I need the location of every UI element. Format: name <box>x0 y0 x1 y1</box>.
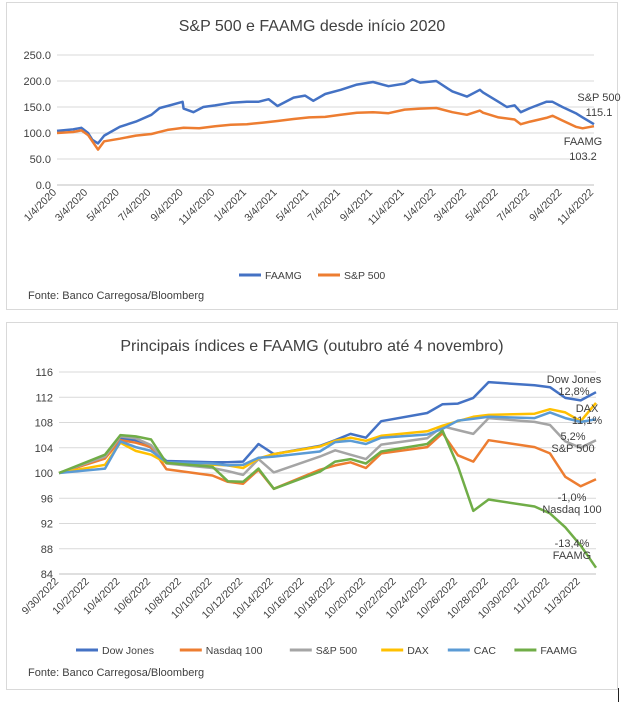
series-line-faamg <box>56 78 595 145</box>
legend-label: S&P 500 <box>316 645 357 657</box>
series-annotation: -13,4% <box>555 538 590 550</box>
y-tick-label: 200.0 <box>23 76 51 88</box>
legend-label: FAAMG <box>265 270 302 282</box>
x-tick-label: 3/4/2022 <box>432 187 469 224</box>
y-tick-label: 100 <box>35 468 53 480</box>
legend-label: Dow Jones <box>102 645 154 657</box>
y-tick-label: 108 <box>35 418 53 430</box>
chart-source: Fonte: Banco Carregosa/Bloomberg <box>28 667 205 679</box>
series-annotation: 12,8% <box>558 386 589 398</box>
x-tick-label: 3/4/2021 <box>242 187 279 224</box>
series-line-s-p-500 <box>56 106 595 151</box>
x-tick-label: 7/4/2021 <box>306 187 343 224</box>
sp500-faamg-chart-panel: S&P 500 e FAAMG desde início 2020 0.0 50.… <box>6 2 621 310</box>
indices-faamg-chart: 848892961001041081121169/30/202210/2/202… <box>20 367 603 657</box>
y-tick-label: 104 <box>35 443 53 455</box>
end-label: FAAMG <box>564 136 603 148</box>
indices-faamg-chart-panel: Principais índices e FAAMG (outubro até … <box>6 322 618 690</box>
x-tick-label: 5/4/2021 <box>274 187 311 224</box>
y-tick-label: 100.0 <box>23 128 51 140</box>
series-line-s-p-500 <box>58 416 597 477</box>
y-tick-label: 150.0 <box>23 102 51 114</box>
series-annotation: 11,1% <box>572 415 603 427</box>
x-tick-label: 1/4/2021 <box>212 187 249 224</box>
series-annotation: S&P 500 <box>551 443 594 455</box>
legend-label: FAAMG <box>540 645 577 657</box>
x-tick-label: 1/4/2022 <box>401 187 438 224</box>
y-tick-label: 112 <box>35 392 53 404</box>
series-annotation: Dow Jones <box>547 374 602 386</box>
end-label: 103.2 <box>569 151 597 163</box>
chart-title: S&P 500 e FAAMG desde início 2020 <box>178 18 446 35</box>
series-line-dow-jones <box>58 380 597 475</box>
x-tick-label: 7/4/2020 <box>116 187 153 224</box>
series-line-dax <box>58 402 597 475</box>
x-tick-label: 5/4/2022 <box>463 187 500 224</box>
series-line-faamg <box>58 429 598 569</box>
chart-source: Fonte: Banco Carregosa/Bloomberg <box>28 290 205 302</box>
y-tick-label: 96 <box>41 493 53 505</box>
legend-label: S&P 500 <box>344 270 385 282</box>
series-annotation: DAX <box>576 403 599 415</box>
legend-label: Nasdaq 100 <box>206 645 263 657</box>
sp500-faamg-chart: 0.050.0100.0150.0200.0250.01/4/20203/4/2… <box>22 50 621 282</box>
y-tick-label: 50.0 <box>30 154 51 166</box>
series-annotation: -1,0% <box>558 492 587 504</box>
x-tick-label: 7/4/2022 <box>495 187 532 224</box>
x-tick-label: 3/4/2020 <box>53 187 90 224</box>
end-label: S&P 500 <box>577 92 620 104</box>
y-tick-label: 92 <box>41 519 53 531</box>
series-annotation: Nasdaq 100 <box>542 504 601 516</box>
y-tick-label: 250.0 <box>23 50 51 62</box>
series-line-nasdaq-100 <box>58 431 597 491</box>
series-line-cac <box>58 411 597 475</box>
legend-label: CAC <box>474 645 497 657</box>
x-tick-label: 1/4/2020 <box>22 187 59 224</box>
chart-title: Principais índices e FAAMG (outubro até … <box>120 338 504 355</box>
y-tick-label: 0.0 <box>36 180 51 192</box>
legend-label: DAX <box>407 645 429 657</box>
x-tick-label: 5/4/2020 <box>85 187 122 224</box>
page-edge-mark <box>618 688 619 702</box>
y-tick-label: 116 <box>35 367 53 379</box>
end-label: 115.1 <box>586 107 613 119</box>
y-tick-label: 88 <box>41 544 53 556</box>
y-tick-label: 84 <box>41 569 53 581</box>
series-annotation: 5,2% <box>560 431 585 443</box>
series-annotation: FAAMG <box>553 550 592 562</box>
